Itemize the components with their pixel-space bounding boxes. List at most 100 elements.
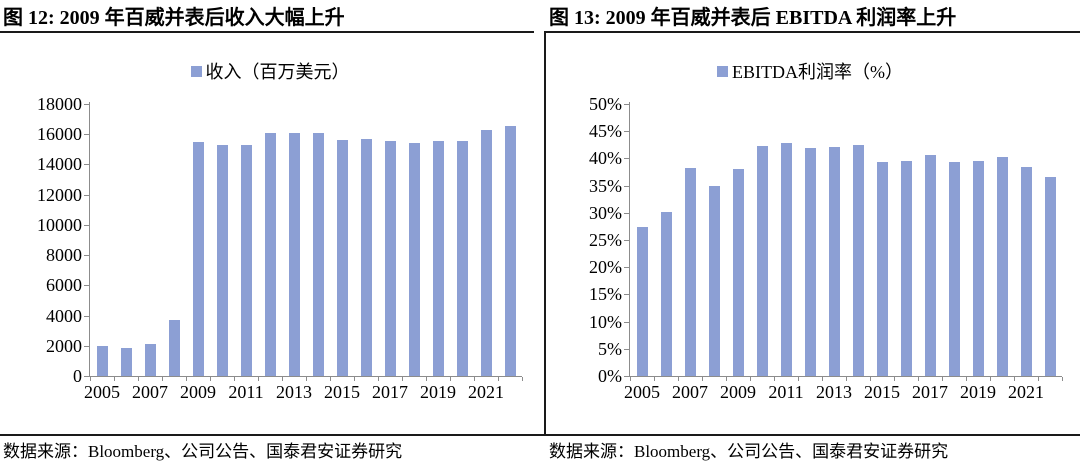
figure-12-title-underline	[0, 31, 534, 33]
x-tick-mark	[425, 377, 427, 381]
x-tick-label: 2017	[372, 382, 408, 402]
bar-2016	[360, 139, 372, 376]
bar-2006	[120, 348, 132, 376]
y-tick-mark	[624, 294, 629, 296]
y-axis-line	[629, 102, 630, 377]
y-tick-label: 0	[73, 366, 82, 386]
x-tick-label: 2019	[960, 382, 996, 402]
x-tick-mark	[893, 377, 895, 381]
x-axis-line	[89, 376, 522, 377]
x-tick-mark	[113, 377, 115, 381]
x-tick-mark	[1061, 377, 1063, 381]
x-tick-mark	[497, 377, 499, 381]
x-tick-mark	[137, 377, 139, 381]
bar-2010	[756, 146, 768, 376]
bar-2011	[780, 143, 792, 376]
bar-2017	[384, 141, 396, 376]
ebitda-chart-legend: EBITDA利润率（%）	[540, 58, 1080, 84]
y-tick-label: 12000	[37, 184, 82, 205]
legend-label: EBITDA利润率（%）	[732, 62, 903, 82]
x-tick-mark	[281, 377, 283, 381]
figure-13-title: 图 13: 2009 年百威并表后 EBITDA 利润率上升	[549, 7, 957, 29]
x-tick-mark	[869, 377, 871, 381]
figure-13-bottom-rule	[540, 434, 1080, 436]
x-tick-mark	[629, 377, 631, 381]
bar-2007	[144, 344, 156, 376]
bar-2013	[828, 147, 840, 376]
bar-2014	[312, 133, 324, 376]
y-tick-label: 10%	[589, 311, 622, 332]
y-tick-mark	[624, 240, 629, 241]
y-tick-label: 50%	[589, 94, 622, 114]
y-tick-label: 15%	[589, 284, 622, 305]
x-tick-mark	[305, 377, 307, 381]
y-tick-label: 0%	[598, 366, 622, 386]
bar-2019	[432, 141, 444, 376]
column-divider	[544, 31, 546, 436]
x-tick-mark	[749, 377, 751, 381]
y-tick-mark	[624, 158, 629, 160]
bar-2009	[732, 169, 744, 376]
y-tick-label: 8000	[46, 245, 82, 266]
x-tick-mark	[209, 377, 211, 381]
y-tick-label: 4000	[46, 305, 82, 326]
bar-2008	[708, 186, 720, 376]
figure-12-bottom-rule	[0, 434, 540, 436]
y-tick-mark	[624, 212, 629, 214]
x-tick-mark	[797, 377, 799, 381]
x-tick-label: 2013	[276, 382, 312, 402]
bar-2015	[876, 162, 888, 376]
bar-2020	[996, 157, 1008, 376]
x-tick-mark	[233, 377, 235, 381]
x-tick-label: 2021	[468, 382, 504, 402]
x-tick-mark	[965, 377, 967, 381]
legend-label: 收入（百万美元）	[205, 62, 350, 82]
y-tick-mark	[624, 267, 629, 269]
bar-2022	[1044, 177, 1056, 376]
bar-2022	[504, 126, 516, 376]
x-tick-mark	[89, 377, 91, 381]
x-tick-label: 2019	[420, 382, 456, 402]
x-tick-label: 2013	[816, 382, 852, 402]
y-tick-label: 30%	[589, 202, 622, 223]
bar-2011	[240, 145, 252, 376]
x-tick-label: 2015	[324, 382, 360, 402]
bar-2012	[264, 133, 276, 376]
x-tick-mark	[917, 377, 919, 381]
bar-2005	[636, 227, 648, 376]
y-tick-mark	[84, 164, 89, 166]
bar-2018	[948, 162, 960, 376]
x-tick-label: 2007	[672, 382, 708, 402]
x-tick-mark	[353, 377, 355, 381]
x-tick-label: 2005	[624, 382, 660, 402]
bar-2007	[684, 168, 696, 376]
bar-2015	[336, 140, 348, 376]
x-tick-mark	[989, 377, 991, 381]
y-tick-mark	[624, 321, 629, 323]
figure-12: 图 12: 2009 年百威并表后收入大幅上升 收入（百万美元） 18000 16…	[0, 7, 540, 461]
figure-12-source-note: 数据来源：Bloomberg、公司公告、国泰君安证券研究	[3, 442, 403, 461]
revenue-bar-chart: 收入（百万美元） 18000 16000 14000 12000 10000 8000 60…	[37, 62, 523, 402]
y-tick-mark	[84, 285, 89, 287]
figure-13-source-note: 数据来源：Bloomberg、公司公告、国泰君安证券研究	[549, 442, 949, 461]
x-tick-mark	[845, 377, 847, 381]
x-tick-mark	[701, 377, 703, 381]
bar-2010	[216, 145, 228, 376]
x-tick-mark	[161, 377, 163, 381]
x-tick-label: 2005	[84, 382, 120, 402]
figure-12-title: 图 12: 2009 年百威并表后收入大幅上升	[3, 7, 345, 29]
y-tick-label: 10000	[37, 214, 82, 235]
y-tick-label: 2000	[46, 335, 82, 356]
y-tick-mark	[84, 315, 89, 317]
y-tick-mark	[84, 104, 89, 105]
x-tick-mark	[329, 377, 331, 381]
bar-2005	[96, 346, 108, 376]
y-tick-label: 18000	[37, 94, 82, 114]
x-tick-mark	[941, 377, 943, 381]
x-tick-mark	[1013, 377, 1015, 381]
y-tick-mark	[624, 104, 629, 105]
legend-swatch-icon	[190, 65, 202, 77]
y-tick-label: 6000	[46, 275, 82, 296]
legend-swatch-icon	[717, 65, 728, 77]
